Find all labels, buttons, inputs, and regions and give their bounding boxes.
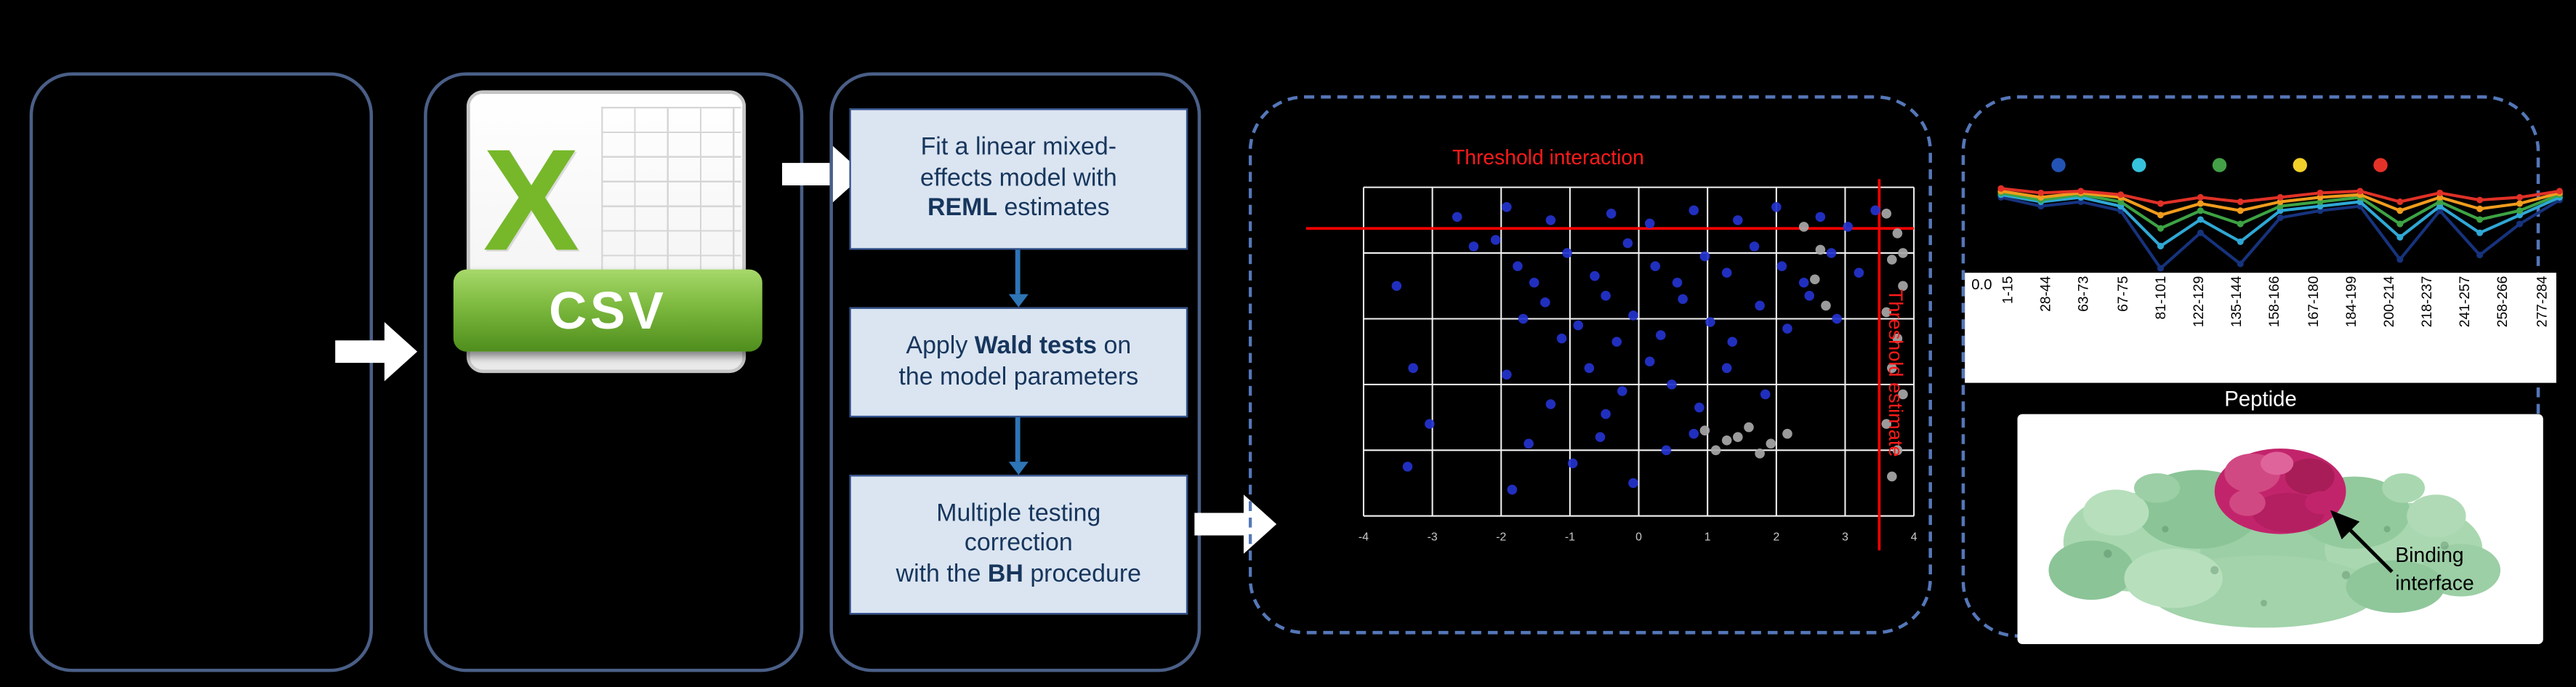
peptide-label: 63-73 <box>2075 276 2093 312</box>
svg-text:4: 4 <box>1911 531 1917 544</box>
workflow-step-bh: Multiple testing correction with the BH pr… <box>849 475 1188 615</box>
peptide-label: 167-180 <box>2303 276 2321 328</box>
binding-interface-arrow <box>2330 510 2394 574</box>
peptide-label: 277-284 <box>2532 276 2549 328</box>
binding-interface-magenta <box>2214 449 2346 534</box>
binding-interface-label: Binding interface <box>2395 544 2474 595</box>
y-axis-tick: 0.0 <box>1971 276 1992 293</box>
csv-banner-label: CSV <box>549 280 667 340</box>
peptide-label: 158-166 <box>2266 276 2283 328</box>
threshold-estimate-label: Threshold estimate <box>1884 289 1908 457</box>
peptide-axis-band: 0.0 1-15 28-44 63-73 67-75 81-101 122-129 135-… <box>1965 273 2556 383</box>
svg-text:2: 2 <box>1773 531 1779 544</box>
uptake-line-chart <box>1997 158 2563 272</box>
peptide-tick-labels: 1-15 28-44 63-73 67-75 81-101 122-129 135-144 1… <box>1999 276 2550 379</box>
svg-text:-1: -1 <box>1565 531 1575 544</box>
panel-uptake-protein: 0.0 1-15 28-44 63-73 67-75 81-101 122-129 135-… <box>1961 95 2563 644</box>
peptide-label: 28-44 <box>2037 276 2054 312</box>
peptide-label: 1-15 <box>1999 276 2016 305</box>
peptide-label: 241-257 <box>2456 276 2474 328</box>
peptide-label: 81-101 <box>2152 276 2168 320</box>
scatter-plot: -4 -3 -2 -1 0 1 2 3 4 <box>1305 179 1917 551</box>
svg-text:1: 1 <box>1704 531 1711 544</box>
peptide-label: 200-214 <box>2380 276 2397 328</box>
threshold-interaction-label: Threshold interaction <box>1452 146 1644 169</box>
panel-csv: X CSV <box>424 72 805 672</box>
svg-text:-3: -3 <box>1428 531 1438 544</box>
panel-input <box>29 72 374 672</box>
csv-banner: CSV <box>453 269 762 352</box>
peptide-label: 135-144 <box>2228 276 2245 328</box>
csv-file-icon: X CSV <box>453 90 805 386</box>
panel-scatter-plot: Threshold interaction -4 -3 -2 -1 0 1 2 3 4 Thre… <box>1248 95 1932 635</box>
svg-text:-4: -4 <box>1359 531 1369 544</box>
protein-structure <box>2048 449 2501 628</box>
peptide-axis-title: Peptide <box>2224 386 2297 411</box>
spreadsheet-grid <box>601 106 741 293</box>
workflow-step-reml: Fit a linear mixed-effects model with REM… <box>849 108 1188 250</box>
peptide-label: 258-266 <box>2494 276 2511 328</box>
down-arrow-icon <box>1007 249 1028 308</box>
svg-text:-2: -2 <box>1496 531 1506 544</box>
workflow-step-wald: Apply Wald tests on the model parameters <box>849 307 1188 418</box>
peptide-label: 122-129 <box>2189 276 2207 328</box>
protein-structure-image: Binding interface <box>2017 414 2543 644</box>
peptide-label: 184-199 <box>2342 276 2359 328</box>
panel-workflow: Fit a linear mixed-effects model with REM… <box>829 72 1202 672</box>
peptide-label: 67-75 <box>2113 276 2130 312</box>
down-arrow-icon <box>1007 417 1028 475</box>
csv-page: X <box>466 90 746 374</box>
svg-text:3: 3 <box>1842 531 1848 544</box>
peptide-label: 218-237 <box>2418 276 2435 328</box>
svg-text:0: 0 <box>1635 531 1642 544</box>
excel-x-logo: X <box>483 118 580 281</box>
